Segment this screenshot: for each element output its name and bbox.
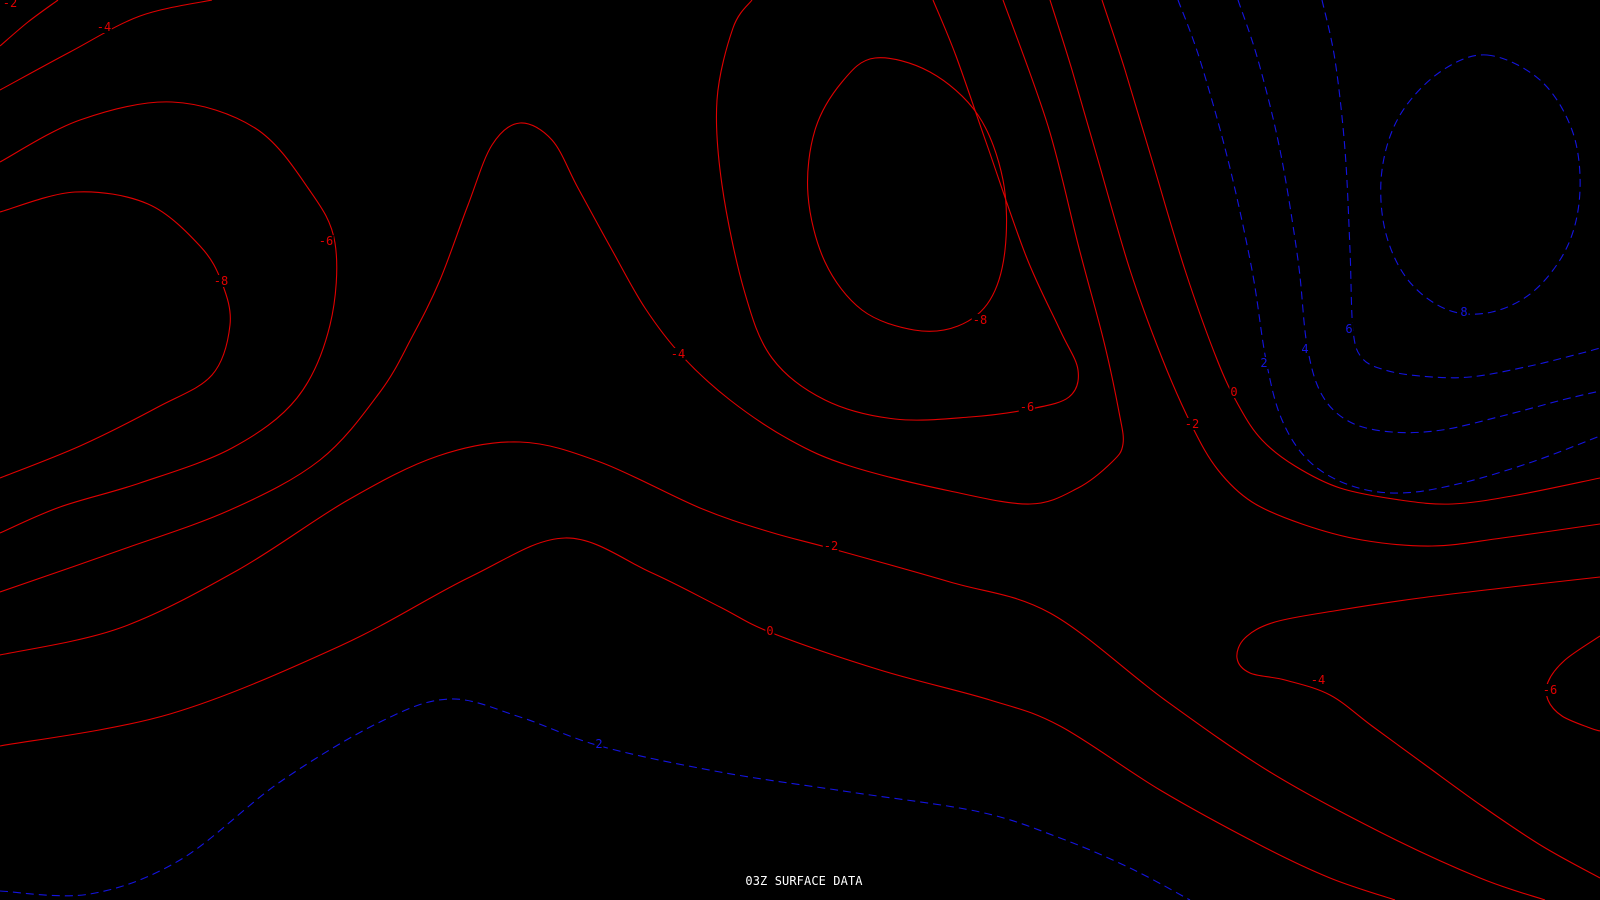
- contour-value-label: 0: [1229, 385, 1239, 399]
- contour-line-neg4-main-ridge: [0, 0, 1124, 593]
- contour-line-neg4-right-pocket: [1236, 576, 1600, 879]
- contour-value-label: 0: [765, 624, 775, 638]
- contour-value-label: -6: [1018, 400, 1036, 414]
- contour-value-label: 6: [1344, 322, 1354, 336]
- map-title: 03Z SURFACE DATA: [745, 874, 863, 888]
- contour-value-label: -6: [1541, 683, 1559, 697]
- contour-line-neg2-right: [1049, 0, 1600, 547]
- contour-value-label: -2: [822, 539, 840, 553]
- contour-value-label: -8: [212, 274, 230, 288]
- contour-value-label: -4: [95, 20, 113, 34]
- contour-line-pos6-upper-right: [1321, 0, 1600, 379]
- contour-value-label: 4: [1300, 342, 1310, 356]
- contour-line-neg8-left-low: [0, 191, 231, 479]
- contour-value-label: -4: [1309, 673, 1327, 687]
- contour-line-zero-center-sweep: [0, 537, 1396, 900]
- contour-value-label: 8: [1459, 305, 1469, 319]
- contour-line-neg8-center-oval: [806, 57, 1008, 332]
- contour-value-label: -6: [317, 234, 335, 248]
- contour-line-pos2-bottom-sweep: [0, 698, 1191, 900]
- contour-value-label: -2: [1, 0, 19, 9]
- contour-value-label: -8: [971, 313, 989, 327]
- contour-value-label: -2: [1183, 417, 1201, 431]
- contour-line-neg4-topleft-diagonal: [0, 0, 213, 91]
- contour-line-neg6-right-pocket: [1545, 635, 1600, 732]
- contour-line-neg2-topleft-corner: [0, 0, 59, 47]
- contour-value-label: 2: [1259, 356, 1269, 370]
- contour-line-pos4-upper-right: [1237, 0, 1600, 434]
- contour-line-neg6-center: [715, 0, 1079, 421]
- contour-value-label: 2: [594, 737, 604, 751]
- contour-line-pos8-high-oval: [1380, 54, 1581, 315]
- contour-line-neg2-center-sweep: [0, 441, 1546, 900]
- contour-line-pos2-upper-right: [1177, 0, 1600, 494]
- contour-value-label: -4: [669, 347, 687, 361]
- contour-line-neg6-left-low: [0, 101, 338, 534]
- contour-line-zero-right: [1101, 0, 1600, 505]
